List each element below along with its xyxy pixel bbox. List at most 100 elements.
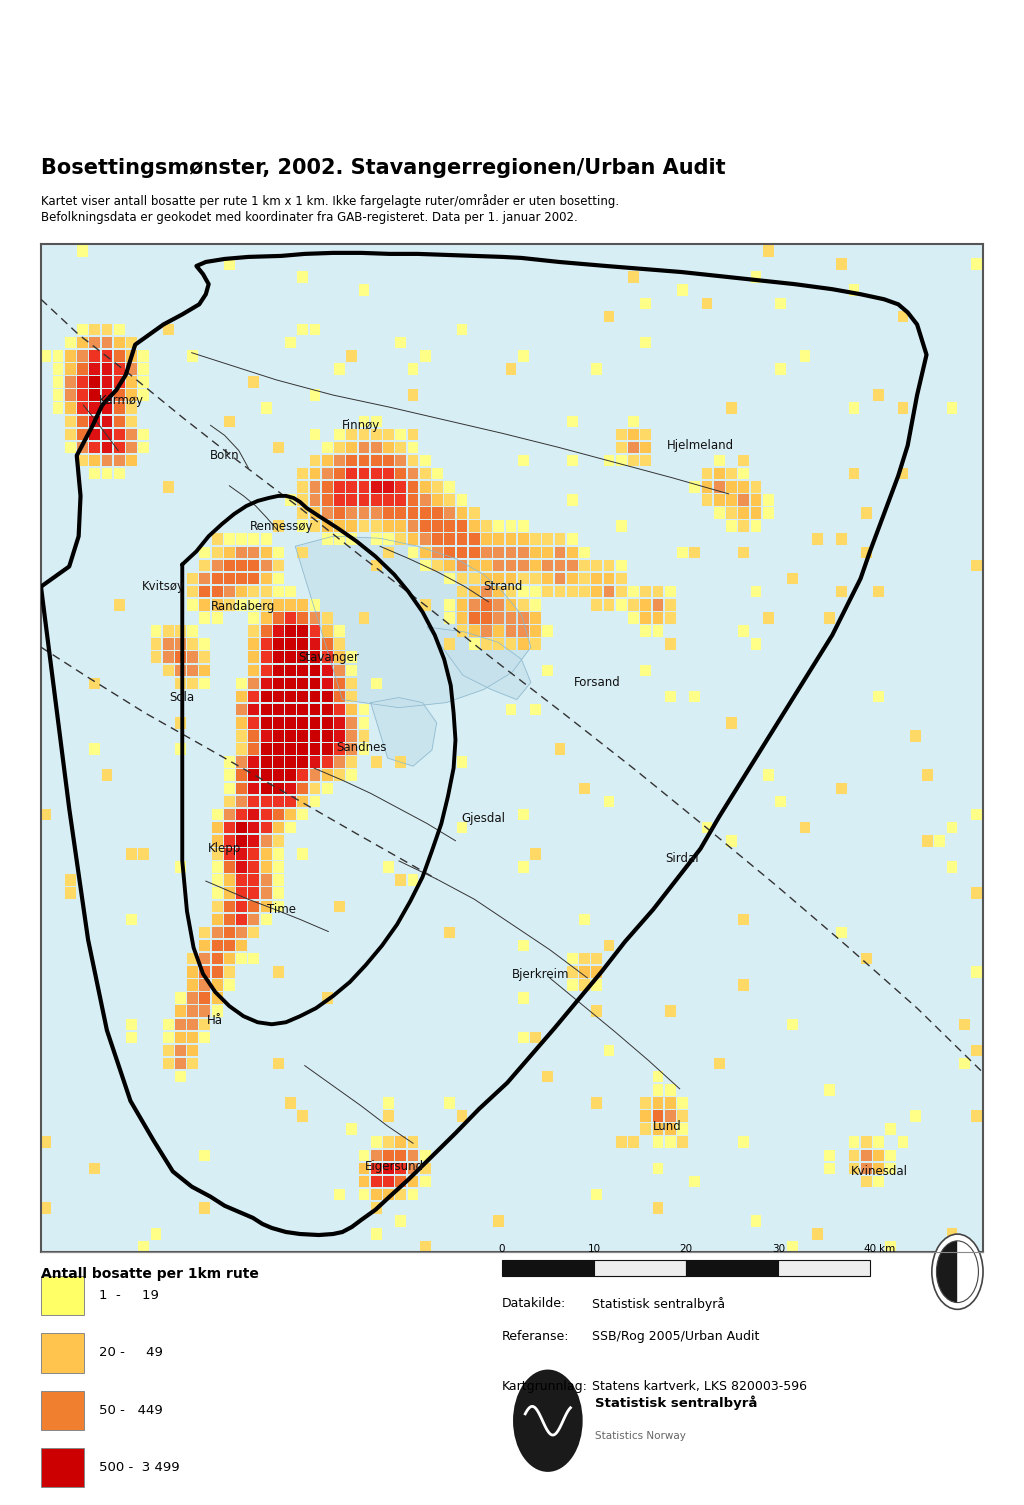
Bar bbox=[237, 822, 247, 834]
Bar bbox=[261, 808, 271, 820]
Bar bbox=[40, 1202, 51, 1213]
Bar bbox=[494, 546, 504, 558]
Bar bbox=[543, 1072, 553, 1082]
Bar bbox=[383, 1150, 394, 1162]
Bar bbox=[334, 1189, 345, 1201]
Bar bbox=[395, 1136, 407, 1148]
Bar bbox=[334, 691, 345, 703]
Bar bbox=[567, 953, 578, 965]
Bar bbox=[309, 704, 321, 715]
Bar bbox=[261, 757, 271, 768]
Bar bbox=[395, 533, 407, 545]
Text: Bosettingsmønster, 2002. Stavangerregionen/Urban Audit: Bosettingsmønster, 2002. Stavangerregion… bbox=[41, 158, 726, 178]
Bar bbox=[237, 757, 247, 768]
Bar bbox=[322, 533, 333, 545]
Bar bbox=[946, 1228, 957, 1240]
Bar bbox=[286, 677, 296, 689]
Bar bbox=[163, 652, 173, 664]
Bar bbox=[273, 808, 284, 820]
Bar bbox=[237, 861, 247, 873]
Bar bbox=[420, 560, 431, 572]
Bar bbox=[322, 521, 333, 531]
Bar bbox=[580, 914, 590, 926]
Bar bbox=[371, 507, 382, 519]
Bar bbox=[738, 914, 750, 926]
Bar bbox=[65, 888, 76, 898]
Bar bbox=[444, 533, 456, 545]
Bar bbox=[175, 638, 185, 650]
Bar bbox=[237, 546, 247, 558]
Bar bbox=[432, 521, 443, 531]
Bar bbox=[408, 442, 419, 453]
Bar bbox=[873, 585, 884, 597]
Bar bbox=[371, 1202, 382, 1213]
Bar bbox=[371, 757, 382, 768]
Bar bbox=[261, 900, 271, 912]
Bar bbox=[187, 953, 198, 965]
Bar bbox=[212, 822, 222, 834]
Bar bbox=[506, 560, 516, 572]
Bar bbox=[909, 1111, 921, 1121]
Bar bbox=[898, 468, 908, 480]
Bar bbox=[126, 1031, 137, 1043]
Bar bbox=[175, 677, 185, 689]
Bar bbox=[212, 585, 222, 597]
Bar bbox=[603, 599, 614, 611]
Bar bbox=[971, 888, 982, 898]
Bar bbox=[77, 337, 88, 348]
Bar bbox=[126, 376, 137, 388]
Bar bbox=[457, 324, 468, 336]
Bar bbox=[65, 390, 76, 400]
Bar bbox=[261, 691, 271, 703]
Bar bbox=[114, 390, 125, 400]
Bar bbox=[261, 783, 271, 795]
Bar bbox=[138, 849, 150, 859]
Bar bbox=[224, 953, 234, 965]
Bar bbox=[824, 1150, 835, 1162]
Bar bbox=[358, 455, 370, 467]
Bar bbox=[297, 271, 308, 283]
Bar bbox=[444, 1097, 456, 1109]
Bar bbox=[701, 482, 713, 492]
Bar bbox=[138, 429, 150, 439]
Bar bbox=[726, 507, 737, 519]
Bar bbox=[738, 625, 750, 637]
Bar bbox=[849, 1150, 859, 1162]
Bar bbox=[297, 494, 308, 506]
Bar bbox=[652, 1072, 664, 1082]
Bar bbox=[334, 652, 345, 664]
Bar bbox=[580, 953, 590, 965]
Bar bbox=[408, 507, 419, 519]
Bar bbox=[101, 402, 113, 414]
Bar bbox=[322, 757, 333, 768]
Bar bbox=[432, 468, 443, 480]
Bar bbox=[65, 429, 76, 439]
Bar bbox=[101, 442, 113, 453]
Bar bbox=[714, 482, 725, 492]
Bar bbox=[200, 1005, 210, 1017]
Bar bbox=[457, 533, 468, 545]
Bar bbox=[615, 599, 627, 611]
Bar bbox=[175, 665, 185, 676]
Bar bbox=[946, 822, 957, 834]
Bar bbox=[677, 1097, 688, 1109]
Bar bbox=[249, 560, 259, 572]
Bar bbox=[101, 351, 113, 361]
Bar bbox=[383, 521, 394, 531]
Bar bbox=[224, 415, 234, 427]
Bar bbox=[898, 402, 908, 414]
Bar bbox=[273, 599, 284, 611]
Bar bbox=[543, 625, 553, 637]
Bar bbox=[286, 625, 296, 637]
Bar bbox=[273, 560, 284, 572]
Bar bbox=[530, 546, 541, 558]
Bar bbox=[261, 533, 271, 545]
Bar bbox=[346, 665, 357, 676]
Bar bbox=[175, 1019, 185, 1029]
Bar bbox=[371, 560, 382, 572]
Bar bbox=[420, 494, 431, 506]
Bar bbox=[273, 796, 284, 807]
Bar bbox=[652, 1111, 664, 1121]
Bar bbox=[592, 585, 602, 597]
Bar bbox=[358, 415, 370, 427]
